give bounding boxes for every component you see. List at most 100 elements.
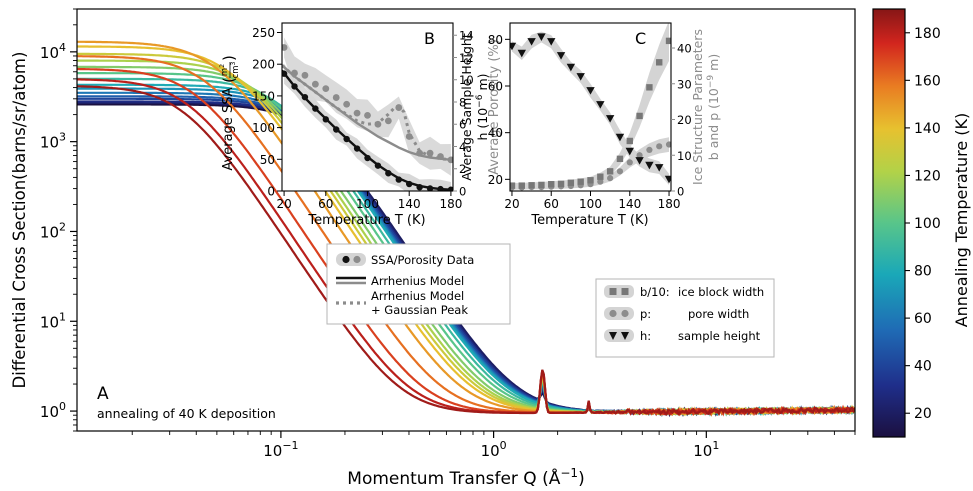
legend-c-p-marker-2 bbox=[621, 309, 629, 318]
porosity-point bbox=[416, 149, 424, 157]
height-point bbox=[517, 49, 526, 58]
inset-c-y-tick-label: 80 bbox=[488, 33, 503, 47]
legend-b-data-dot-gray bbox=[353, 255, 361, 264]
inset-b-label: B bbox=[424, 29, 435, 48]
height-point bbox=[635, 157, 644, 165]
legend-c-p-band bbox=[604, 307, 634, 320]
block-width-point bbox=[646, 84, 653, 91]
inset-c-y-tick-label: 60 bbox=[488, 80, 503, 94]
legend-c-p-code: p: bbox=[640, 307, 651, 321]
porosity-point bbox=[343, 100, 351, 108]
inset-c-x-tick-label: 180 bbox=[658, 197, 681, 211]
x-tick-label: 10−1 bbox=[263, 439, 298, 460]
inset-c-y-tick-label: 20 bbox=[488, 173, 503, 187]
ssa-point bbox=[447, 186, 453, 191]
inset-b-y-right-tick-label: 8 bbox=[459, 95, 466, 109]
inset-c-y-right-tick-label: 20 bbox=[677, 113, 692, 127]
inset-c-x-tick-label: 140 bbox=[618, 197, 641, 211]
inset-b-plot bbox=[282, 37, 453, 191]
inset-b-y-right-tick-label: 4 bbox=[459, 140, 466, 154]
ssa-point bbox=[322, 116, 329, 123]
x-tick-label: 101 bbox=[693, 439, 719, 460]
inset-b-y-right-tick-label: 0 bbox=[459, 185, 466, 199]
spectrum-185k bbox=[77, 85, 855, 417]
inset-b-ylabel-paren-right: ) bbox=[220, 55, 238, 61]
colorbar-ticks: 20 40 60 80 100 120 140 160 180 bbox=[905, 26, 941, 422]
block-width-point bbox=[665, 37, 671, 45]
pore-width-point bbox=[665, 141, 671, 148]
legend-b-data-band bbox=[336, 253, 366, 266]
legend-c-h-label: sample height bbox=[678, 329, 761, 343]
porosity-uncertainty-band bbox=[284, 37, 451, 176]
block-width-point bbox=[597, 173, 604, 180]
legend-c-p-marker-1 bbox=[609, 309, 617, 318]
porosity-point bbox=[405, 133, 413, 140]
inset-c-y-right-tick-label: 40 bbox=[677, 42, 692, 56]
height-point bbox=[655, 164, 664, 172]
colorbar-tick-label: 160 bbox=[914, 73, 941, 89]
height-point bbox=[537, 33, 546, 41]
height-point bbox=[510, 42, 517, 51]
porosity-point bbox=[374, 120, 382, 128]
height-point bbox=[596, 101, 605, 109]
legend-b-model-label: Arrhenius Model bbox=[371, 274, 464, 288]
inset-b-ylabel-unit-num: m2 bbox=[219, 64, 230, 76]
ssa-point bbox=[374, 162, 382, 169]
ssa-point bbox=[426, 185, 434, 191]
colorbar-tick-label: 140 bbox=[914, 121, 941, 137]
pore-width-band bbox=[512, 137, 669, 190]
colorbar-tick-label: 40 bbox=[914, 359, 932, 375]
legend-c-item-b: b/10: ice block width bbox=[604, 285, 764, 299]
legend-b-data-label: SSA/Porosity Data bbox=[371, 253, 474, 267]
block-width-point bbox=[548, 181, 555, 188]
ssa-point bbox=[353, 145, 361, 152]
inset-b-ylabel-right: Average Porosity (%) bbox=[487, 39, 502, 175]
inset-b-y-right-tick-label: 12 bbox=[459, 51, 474, 65]
ssa-point bbox=[301, 93, 309, 101]
legend-b-item-data: SSA/Porosity Data bbox=[336, 253, 474, 267]
ssa-point bbox=[343, 135, 350, 143]
inset-c-ticks: 20 60 100 140 180 20 40 60 80 0 10 20 30 40 bbox=[488, 33, 692, 211]
colorbar: 20 40 60 80 100 120 140 160 180 Annealing Temper… bbox=[872, 8, 971, 438]
inset-c-ylabel-line1: Average Sample Height bbox=[459, 33, 474, 181]
porosity-point bbox=[332, 94, 340, 101]
pore-width-point bbox=[626, 159, 633, 166]
inset-b-y-right-tick-label: 2 bbox=[459, 162, 466, 176]
porosity-point bbox=[426, 149, 434, 157]
inset-b-y-right-tick-label: 14 bbox=[459, 29, 474, 43]
ssa-point bbox=[282, 70, 288, 77]
ssa-point bbox=[437, 185, 444, 191]
inset-b-y-tick-label: 50 bbox=[260, 153, 275, 167]
porosity-point bbox=[353, 109, 361, 117]
y-tick-label: 102 bbox=[40, 220, 66, 241]
inset-c-xlabel: Temperature T (K) bbox=[530, 213, 648, 228]
y-axis-label: Differential Cross Section(barns/sr/atom… bbox=[10, 52, 29, 389]
porosity-point bbox=[322, 85, 330, 93]
pore-width-point bbox=[607, 175, 614, 182]
colorbar-tick-label: 120 bbox=[914, 168, 941, 184]
height-point bbox=[664, 175, 671, 184]
pore-width-point bbox=[616, 168, 624, 175]
block-width-point bbox=[636, 112, 643, 120]
inset-c-x-tick-label: 100 bbox=[579, 197, 602, 211]
height-point bbox=[586, 87, 595, 95]
ssa-point bbox=[395, 176, 402, 183]
ssa-point bbox=[416, 183, 423, 191]
legend-c: b/10: ice block width p: pore width h: s… bbox=[595, 278, 775, 358]
height-point bbox=[576, 73, 585, 81]
inset-b-ylabel-paren-left: ( bbox=[220, 77, 238, 83]
porosity-point bbox=[301, 71, 309, 79]
inset-b-ylabel: Average SSA m2 cm3 ( ) bbox=[219, 55, 241, 170]
legend-b-data-dot-dark bbox=[342, 255, 350, 264]
y-tick-label: 103 bbox=[40, 131, 66, 152]
panel-a-annotation: annealing of 40 K deposition bbox=[97, 406, 276, 421]
height-point bbox=[547, 38, 556, 46]
inset-c-plot bbox=[510, 23, 671, 191]
inset-c-label: C bbox=[635, 29, 646, 48]
legend-b-item-model: Arrhenius Model bbox=[336, 274, 464, 288]
